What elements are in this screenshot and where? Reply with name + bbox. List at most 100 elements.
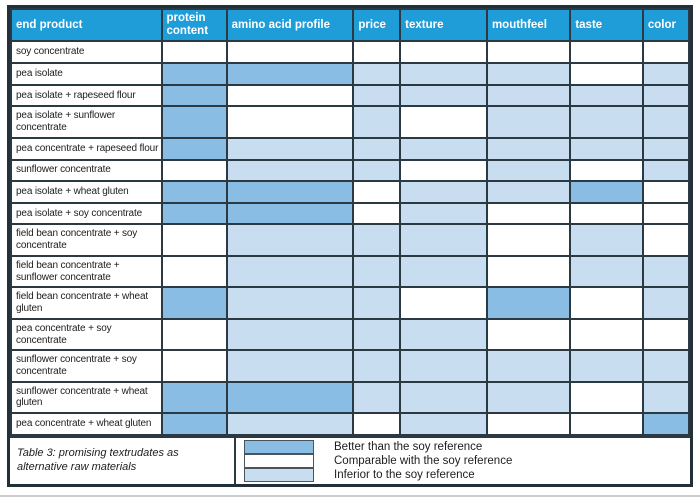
page-edge-line — [0, 495, 700, 497]
rating-cell-taste — [569, 83, 644, 108]
column-header-end-product: end product — [10, 8, 163, 43]
rating-cell-texture — [399, 180, 488, 204]
table-row: pea isolate + rapeseed flour — [10, 83, 690, 108]
row-label: sunflower concentrate + wheat gluten — [10, 380, 163, 415]
rating-cell-color — [641, 62, 690, 86]
rating-cell-texture — [399, 223, 488, 257]
table-row: sunflower concentrate + soy concentrate — [10, 349, 690, 383]
table-row: pea concentrate + soy concentrate — [10, 317, 690, 352]
table-row: pea isolate + soy concentrate — [10, 201, 690, 226]
rating-cell-amino-acid-profile — [225, 105, 355, 139]
rating-cell-amino-acid-profile — [225, 223, 355, 257]
rating-cell-amino-acid-profile — [225, 286, 355, 320]
rating-cell-color — [641, 83, 690, 108]
rating-cell-mouthfeel — [485, 412, 572, 436]
rating-cell-price — [352, 317, 402, 352]
rating-cell-protein-content — [160, 286, 228, 320]
rating-cell-mouthfeel — [485, 317, 572, 352]
rating-cell-texture — [399, 201, 488, 226]
row-label: pea isolate + wheat gluten — [10, 180, 163, 204]
row-label: field bean concentrate + sunflower conce… — [10, 254, 163, 289]
rating-cell-price — [352, 105, 402, 139]
rating-cell-amino-acid-profile — [225, 349, 355, 383]
rating-cell-mouthfeel — [485, 180, 572, 204]
row-label: pea isolate + sunflower concentrate — [10, 105, 163, 139]
rating-cell-taste — [569, 180, 644, 204]
rating-cell-price — [352, 254, 402, 289]
rating-cell-mouthfeel — [485, 83, 572, 108]
column-header-color: color — [641, 8, 690, 43]
rating-cell-texture — [399, 380, 488, 415]
legend-item-better: Better than the soy reference — [244, 440, 690, 454]
row-label: soy concentrate — [10, 40, 163, 65]
ratings-table: end product protein content amino acid pro… — [10, 8, 690, 436]
rating-cell-color — [641, 412, 690, 436]
rating-cell-color — [641, 254, 690, 289]
rating-cell-texture — [399, 317, 488, 352]
table-footer: Table 3: promising textrudates as altern… — [10, 436, 690, 484]
rating-cell-price — [352, 412, 402, 436]
rating-cell-price — [352, 62, 402, 86]
table-row: pea concentrate + wheat gluten — [10, 412, 690, 436]
rating-cell-protein-content — [160, 158, 228, 183]
legend-swatch-inferior — [244, 468, 314, 482]
rating-cell-protein-content — [160, 83, 228, 108]
legend-label-better: Better than the soy reference — [334, 441, 483, 453]
rating-cell-taste — [569, 136, 644, 161]
rating-cell-color — [641, 349, 690, 383]
rating-cell-taste — [569, 201, 644, 226]
rating-cell-price — [352, 201, 402, 226]
column-header-taste: taste — [569, 8, 644, 43]
ratings-table-wrap: end product protein content amino acid pro… — [10, 8, 690, 436]
rating-cell-texture — [399, 40, 488, 65]
rating-cell-protein-content — [160, 105, 228, 139]
rating-cell-mouthfeel — [485, 40, 572, 65]
rating-cell-protein-content — [160, 201, 228, 226]
rating-cell-amino-acid-profile — [225, 158, 355, 183]
rating-cell-texture — [399, 136, 488, 161]
rating-cell-price — [352, 83, 402, 108]
rating-cell-color — [641, 286, 690, 320]
rating-cell-texture — [399, 412, 488, 436]
rating-cell-protein-content — [160, 317, 228, 352]
column-header-mouthfeel: mouthfeel — [485, 8, 572, 43]
table-frame: end product protein content amino acid pro… — [7, 5, 693, 487]
rating-cell-taste — [569, 62, 644, 86]
legend-item-comparable: Comparable with the soy reference — [244, 454, 690, 468]
row-label: pea concentrate + wheat gluten — [10, 412, 163, 436]
row-label: pea isolate + soy concentrate — [10, 201, 163, 226]
rating-cell-color — [641, 105, 690, 139]
row-label: field bean concentrate + wheat gluten — [10, 286, 163, 320]
rating-cell-protein-content — [160, 380, 228, 415]
rating-cell-mouthfeel — [485, 349, 572, 383]
rating-cell-protein-content — [160, 136, 228, 161]
rating-cell-price — [352, 349, 402, 383]
rating-cell-mouthfeel — [485, 254, 572, 289]
rating-cell-price — [352, 40, 402, 65]
table-row: field bean concentrate + soy concentrate — [10, 223, 690, 257]
rating-cell-taste — [569, 286, 644, 320]
rating-cell-texture — [399, 286, 488, 320]
table-row: field bean concentrate + sunflower conce… — [10, 254, 690, 289]
rating-cell-mouthfeel — [485, 286, 572, 320]
legend-label-comparable: Comparable with the soy reference — [334, 455, 513, 467]
rating-cell-price — [352, 136, 402, 161]
row-label: sunflower concentrate — [10, 158, 163, 183]
rating-cell-texture — [399, 105, 488, 139]
row-label: pea isolate + rapeseed flour — [10, 83, 163, 108]
rating-cell-amino-acid-profile — [225, 62, 355, 86]
rating-cell-protein-content — [160, 254, 228, 289]
table-row: sunflower concentrate — [10, 158, 690, 183]
table-row: pea isolate + sunflower concentrate — [10, 105, 690, 139]
rating-cell-amino-acid-profile — [225, 412, 355, 436]
rating-cell-texture — [399, 349, 488, 383]
rating-cell-taste — [569, 105, 644, 139]
header-row: end product protein content amino acid pro… — [10, 8, 690, 43]
rating-cell-mouthfeel — [485, 158, 572, 183]
rating-cell-amino-acid-profile — [225, 83, 355, 108]
table-row: pea isolate + wheat gluten — [10, 180, 690, 204]
rating-cell-color — [641, 40, 690, 65]
rating-cell-taste — [569, 158, 644, 183]
rating-cell-price — [352, 223, 402, 257]
legend-item-inferior: Inferior to the soy reference — [244, 468, 690, 482]
